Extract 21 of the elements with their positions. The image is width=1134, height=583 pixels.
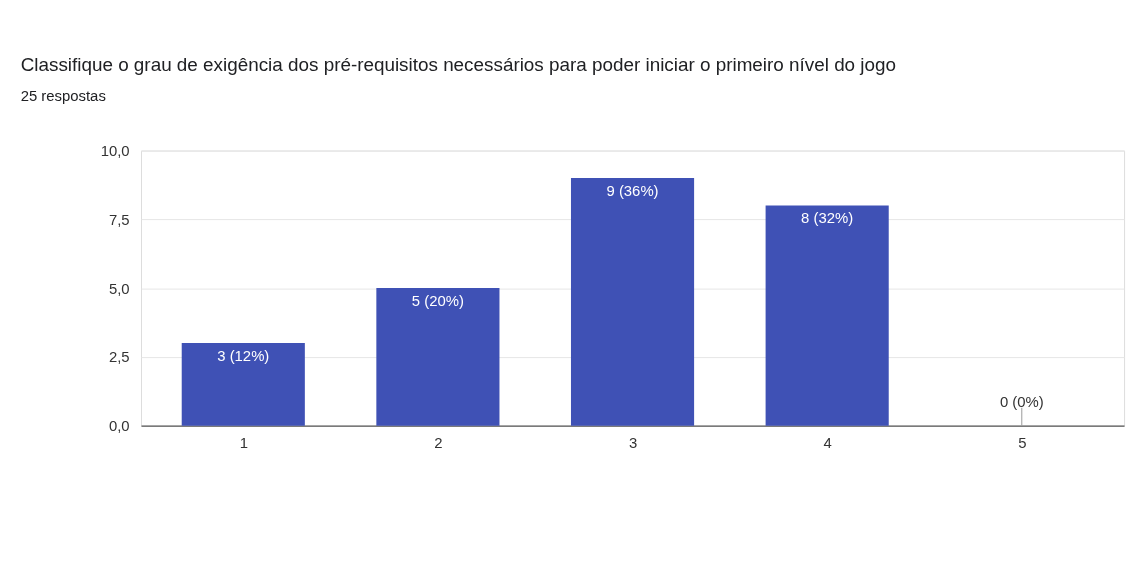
bar [181, 343, 305, 426]
y-tick-label: 10,0 [100, 143, 130, 160]
data-label: 9 (36%) [606, 182, 659, 199]
x-tick-label: 5 [1018, 434, 1027, 451]
x-tick-label: 4 [823, 434, 832, 451]
bar [376, 288, 500, 426]
data-label: 5 (20%) [411, 292, 464, 309]
chart-subtitle: 25 respostas [20, 87, 106, 104]
bar [570, 178, 695, 426]
data-label: 0 (0%) [999, 393, 1044, 410]
x-tick-label: 2 [434, 434, 443, 451]
y-tick-label: 2,5 [108, 349, 130, 366]
bar [765, 205, 889, 426]
data-label: 3 (12%) [217, 347, 270, 364]
x-tick-label: 3 [628, 434, 638, 451]
chart-title: Classifique o grau de exigência dos pré-requisitos necessários para poder iniciar o primeiro nível do jogo [20, 54, 896, 76]
y-tick-label: 7,5 [108, 211, 130, 228]
y-tick-label: 0,0 [108, 418, 130, 435]
x-tick-label: 1 [239, 434, 248, 451]
data-label: 8 (32%) [801, 210, 854, 227]
y-tick-label: 5,0 [108, 280, 130, 297]
